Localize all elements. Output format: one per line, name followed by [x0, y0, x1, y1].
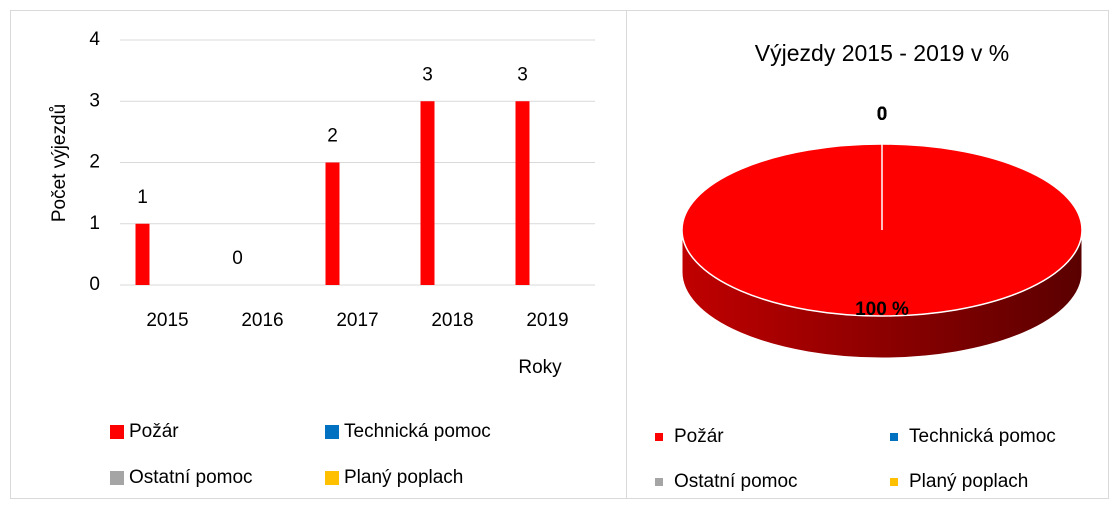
- y-tick-label: 4: [89, 29, 100, 50]
- data-label: 0: [232, 248, 243, 269]
- legend-label: Požár: [674, 426, 724, 447]
- y-tick-label: 2: [89, 152, 100, 173]
- x-tick-label: 2017: [336, 310, 378, 331]
- bar: [515, 101, 530, 285]
- x-tick-label: 2019: [526, 310, 568, 331]
- x-tick-label: 2018: [431, 310, 473, 331]
- legend-label: Planý poplach: [909, 471, 1028, 492]
- legend-swatch: [655, 433, 663, 441]
- bar: [325, 162, 340, 285]
- data-label: 2: [327, 126, 338, 147]
- data-label: 0: [877, 104, 888, 125]
- data-label: 3: [517, 64, 528, 85]
- legend-label: Požár: [129, 421, 179, 442]
- data-label: 0: [877, 104, 888, 125]
- y-tick-label: 1: [89, 213, 100, 234]
- y-tick-label: 3: [89, 90, 100, 111]
- x-tick-label: 2015: [146, 310, 188, 331]
- legend-label: Technická pomoc: [344, 421, 491, 442]
- left-panel: [10, 10, 627, 499]
- x-tick-label: 2016: [241, 310, 283, 331]
- y-axis-label: Počet výjezdů: [49, 104, 70, 222]
- y-tick-label: 0: [89, 274, 100, 295]
- legend-swatch: [890, 433, 898, 441]
- legend-swatch: [325, 425, 339, 439]
- bar: [135, 223, 150, 285]
- data-label: 3: [422, 64, 433, 85]
- x-axis-label: Roky: [518, 357, 562, 378]
- data-label: 100 %: [855, 299, 909, 320]
- legend-label: Planý poplach: [344, 467, 463, 488]
- legend-swatch: [110, 471, 124, 485]
- legend-label: Ostatní pomoc: [129, 467, 253, 488]
- data-label: 1: [137, 187, 148, 208]
- legend-swatch: [655, 478, 663, 486]
- data-label: 0: [877, 104, 888, 125]
- pie-title: Výjezdy 2015 - 2019 v %: [755, 40, 1009, 66]
- right-panel: [626, 10, 1109, 499]
- legend-swatch: [110, 425, 124, 439]
- legend-label: Ostatní pomoc: [674, 471, 798, 492]
- legend-label: Technická pomoc: [909, 426, 1056, 447]
- bar: [420, 101, 435, 285]
- legend-swatch: [890, 478, 898, 486]
- legend-swatch: [325, 471, 339, 485]
